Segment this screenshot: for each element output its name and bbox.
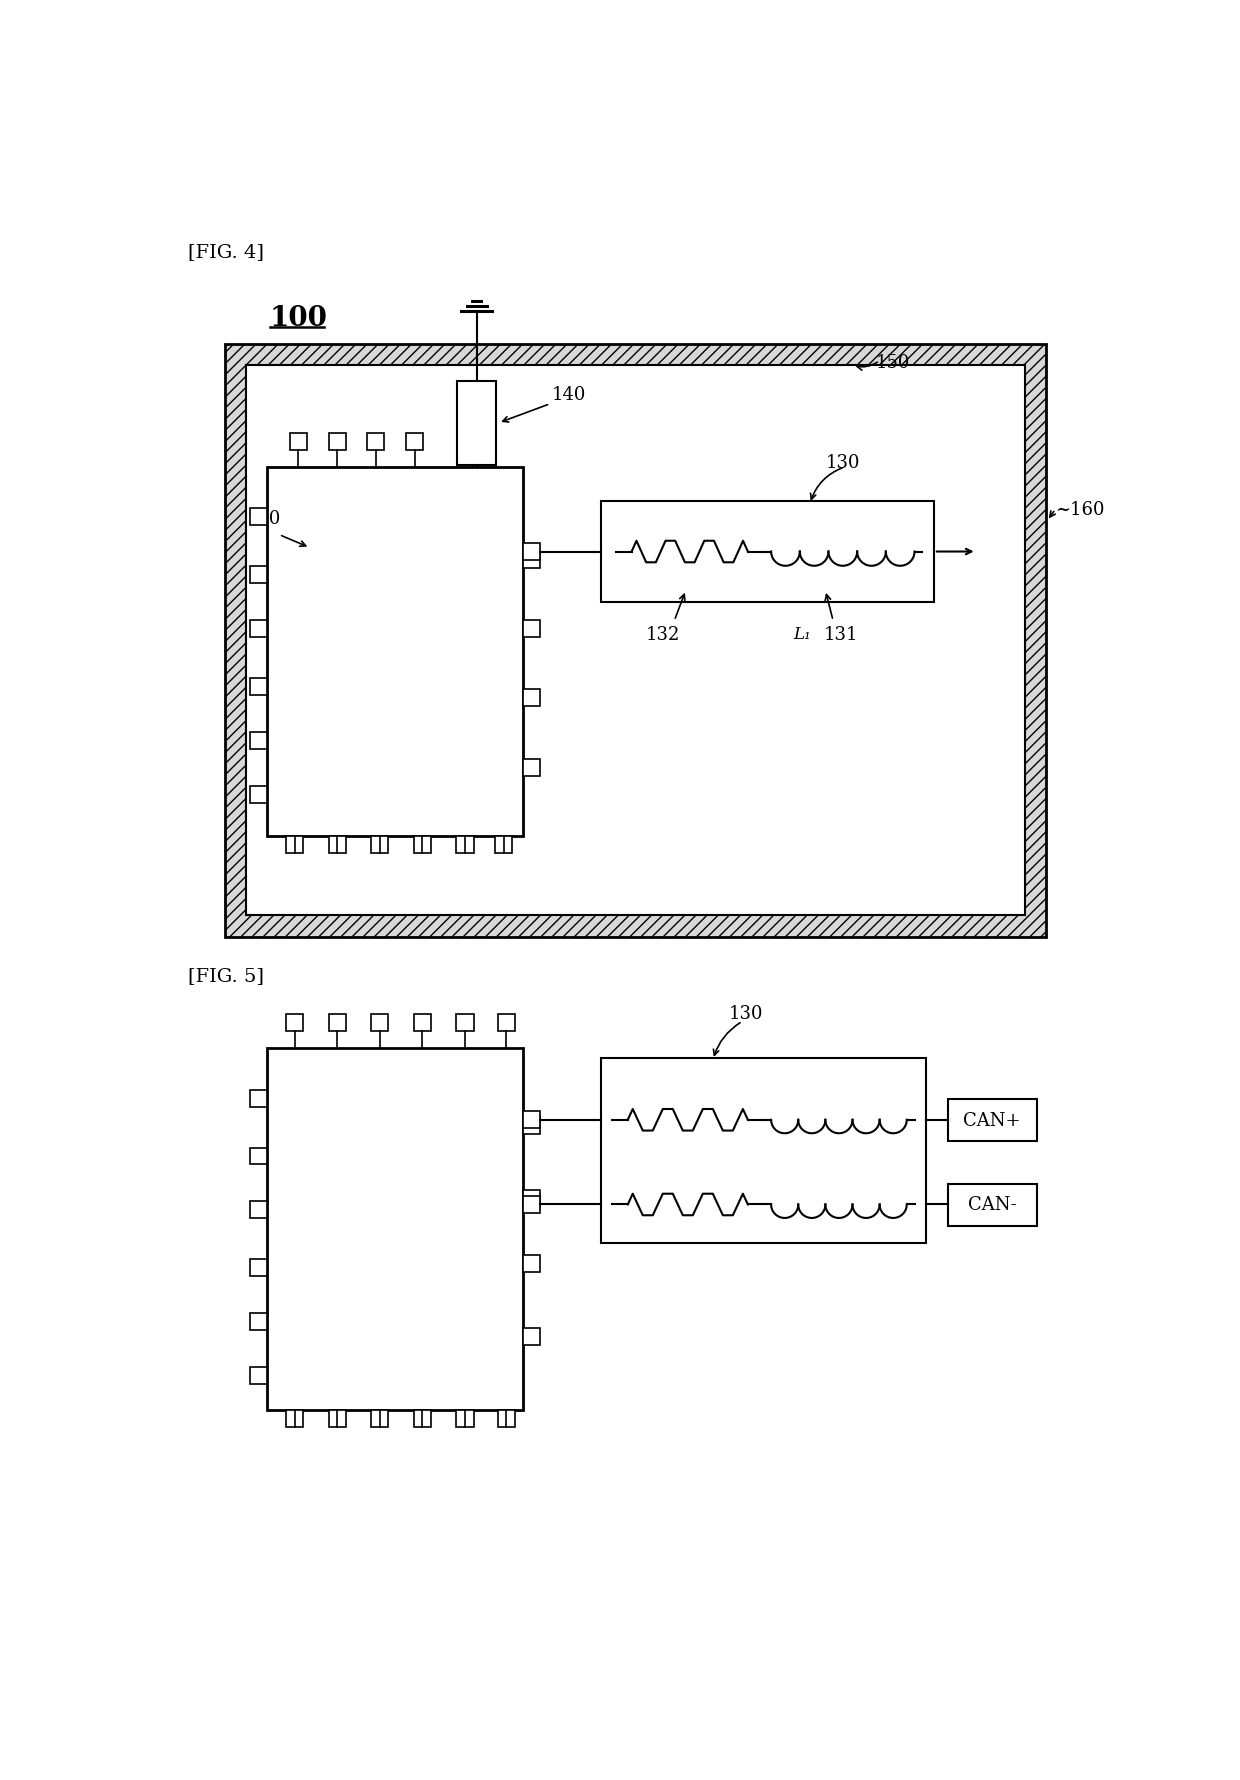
Bar <box>523 1196 541 1214</box>
Bar <box>250 678 268 696</box>
Bar <box>600 502 934 602</box>
Bar <box>523 1191 541 1207</box>
Bar <box>290 434 308 450</box>
Bar <box>414 837 432 854</box>
Bar <box>414 1410 432 1428</box>
Bar <box>523 691 541 707</box>
Bar <box>497 1410 515 1428</box>
Bar <box>497 1015 515 1032</box>
Bar <box>523 543 541 561</box>
Bar <box>458 381 496 466</box>
Bar <box>250 566 268 584</box>
Bar <box>286 1015 303 1032</box>
Bar <box>250 1148 268 1164</box>
Text: [FIG. 5]: [FIG. 5] <box>187 967 264 984</box>
Bar <box>250 1089 268 1107</box>
Bar <box>495 837 512 854</box>
Bar <box>286 837 303 854</box>
Bar <box>523 1118 541 1134</box>
Bar <box>414 1015 432 1032</box>
Bar <box>329 1015 346 1032</box>
Bar <box>371 837 388 854</box>
Bar <box>250 787 268 803</box>
Bar <box>947 1184 1037 1226</box>
Text: L₂: L₂ <box>456 482 474 500</box>
Bar <box>600 1059 926 1242</box>
Bar <box>250 509 268 527</box>
Bar <box>371 1015 388 1032</box>
Bar <box>329 1410 346 1428</box>
Bar <box>329 837 346 854</box>
Bar <box>367 434 384 450</box>
Text: 100: 100 <box>270 304 327 331</box>
Bar <box>250 1314 268 1330</box>
Bar <box>456 837 474 854</box>
Bar <box>456 1015 474 1032</box>
Text: 140: 140 <box>552 386 587 404</box>
Bar <box>286 1410 303 1428</box>
Text: 131: 131 <box>823 625 858 643</box>
Bar <box>523 1328 541 1346</box>
Bar <box>250 621 268 637</box>
Text: 130: 130 <box>826 454 859 472</box>
Bar <box>329 434 346 450</box>
Bar <box>523 552 541 568</box>
Bar <box>523 760 541 776</box>
Bar <box>250 732 268 749</box>
Bar <box>224 344 1047 936</box>
Text: 120: 120 <box>247 509 280 529</box>
Text: CAN+: CAN+ <box>963 1111 1021 1129</box>
Text: ~160: ~160 <box>1055 500 1105 520</box>
Bar <box>947 1100 1037 1141</box>
Bar <box>371 1410 388 1428</box>
Bar <box>250 1260 268 1276</box>
Bar <box>464 434 481 450</box>
Bar <box>268 468 523 837</box>
Bar <box>247 367 1024 915</box>
Text: 150: 150 <box>875 354 910 372</box>
Text: 130: 130 <box>729 1004 763 1024</box>
Text: L₁: L₁ <box>794 625 811 643</box>
Bar <box>250 1202 268 1219</box>
Text: 132: 132 <box>646 625 680 643</box>
Text: [FIG. 4]: [FIG. 4] <box>187 242 264 262</box>
Bar <box>407 434 423 450</box>
Text: CAN-: CAN- <box>967 1196 1017 1214</box>
Bar <box>250 1367 268 1385</box>
Bar <box>268 1048 523 1410</box>
Bar <box>523 621 541 637</box>
Bar <box>523 1255 541 1273</box>
Bar <box>523 1112 541 1129</box>
Bar <box>456 1410 474 1428</box>
